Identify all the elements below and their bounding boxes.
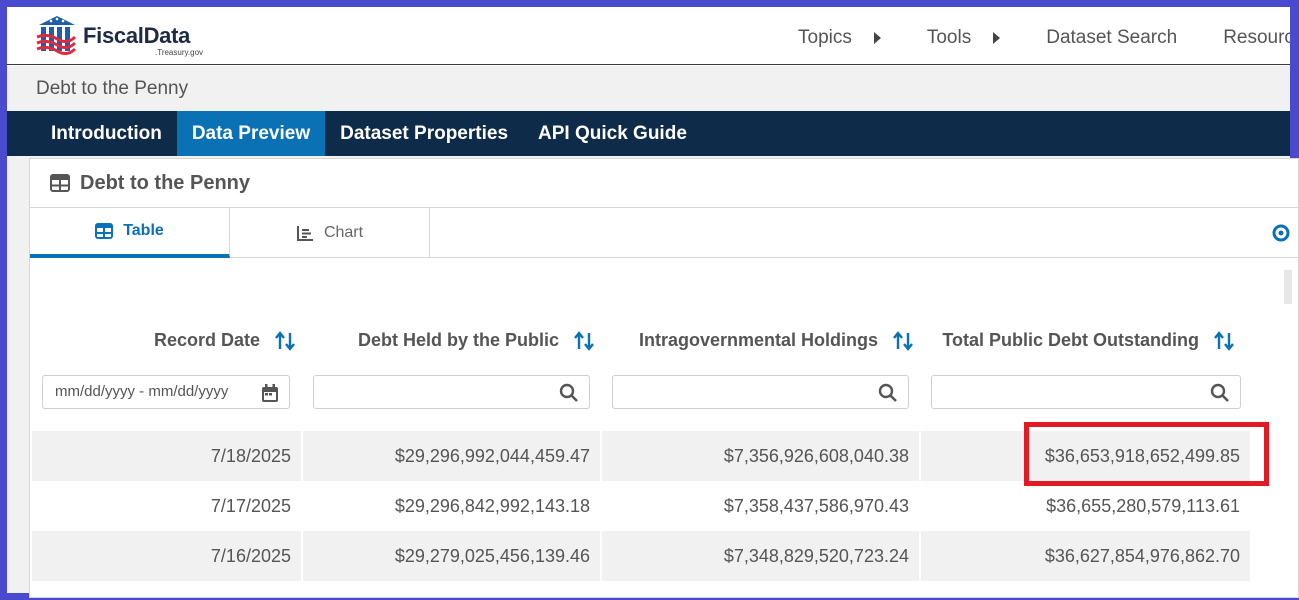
highlight-box	[1024, 422, 1269, 486]
cell-record-date: 7/17/2025	[32, 481, 302, 531]
cell-total-public-debt: $36,655,280,579,113.61	[921, 481, 1251, 531]
nav-resources-label: Resources	[1223, 27, 1290, 48]
tab-chart-label: Chart	[323, 224, 364, 241]
tab-introduction[interactable]: Introduction	[51, 123, 162, 144]
fiscaldata-logo[interactable]: FiscalData .Treasury.gov	[35, 13, 205, 59]
table-row[interactable]: 7/17/2025 $29,296,842,992,143.18 $7,358,…	[32, 481, 1252, 531]
data-preview-card: Debt to the Penny Table Chart	[29, 158, 1299, 598]
caret-right-icon	[873, 32, 881, 44]
nav-tools-label: Tools	[926, 27, 972, 48]
cell-debt-held-public: $29,296,992,044,459.47	[303, 431, 601, 481]
site-header: FiscalData .Treasury.gov Topics Tools Da…	[7, 7, 1290, 65]
tab-dataset-properties[interactable]: Dataset Properties	[340, 123, 509, 144]
date-range-filter[interactable]: mm/dd/yyyy - mm/dd/yyyy	[42, 375, 290, 409]
column-header-label: Total Public Debt Outstanding	[942, 330, 1199, 350]
view-toggle: Table Chart	[30, 208, 1298, 258]
column-header-label: Record Date	[153, 330, 260, 350]
table-header: Record Date mm/dd/yyyy - mm/dd/yyyy	[32, 315, 1252, 431]
table-row[interactable]: 7/18/2025 $29,296,992,044,459.47 $7,356,…	[32, 431, 1252, 481]
column-header[interactable]: Total Public Debt Outstanding	[942, 330, 1235, 351]
tab-api-quick-guide[interactable]: API Quick Guide	[538, 123, 687, 144]
flag-building-icon	[36, 16, 77, 56]
cell-intragovernmental: $7,358,437,586,970.43	[602, 481, 920, 531]
column-header[interactable]: Debt Held by the Public	[358, 330, 595, 351]
nav-topics[interactable]: Topics	[798, 27, 927, 49]
tab-chart-view[interactable]: Chart	[230, 208, 430, 258]
search-input[interactable]	[313, 375, 590, 409]
top-navigation: Topics Tools Dataset Search Resources	[798, 27, 1290, 49]
table-row[interactable]: 7/16/2025 $29,279,025,456,139.46 $7,348,…	[32, 531, 1252, 581]
caret-right-icon	[993, 32, 1001, 44]
chart-icon	[296, 226, 313, 241]
search-icon	[1210, 383, 1229, 402]
cell-record-date: 7/16/2025	[32, 531, 302, 581]
panel-toggle-handle[interactable]	[1284, 270, 1292, 304]
column-header-label: Debt Held by the Public	[357, 330, 559, 350]
nav-dataset-search[interactable]: Dataset Search	[1046, 27, 1177, 49]
tab-table-label: Table	[123, 222, 164, 239]
breadcrumb: Debt to the Penny	[7, 66, 1290, 111]
logo-wordmark: FiscalData	[83, 23, 191, 48]
cell-record-date: 7/18/2025	[32, 431, 302, 481]
tab-table-view[interactable]: Table	[30, 208, 230, 258]
settings-gear-icon[interactable]	[1270, 222, 1292, 244]
sort-icon[interactable]	[274, 330, 296, 351]
cell-total-public-debt: $36,653,918,652,499.85	[921, 431, 1251, 481]
dataset-nav: Introduction Data Preview Dataset Proper…	[7, 111, 1290, 156]
table-icon	[95, 223, 114, 239]
table-icon	[50, 174, 70, 192]
sort-icon[interactable]	[892, 330, 914, 351]
calendar-icon[interactable]	[261, 383, 279, 403]
nav-tools[interactable]: Tools	[927, 27, 1046, 49]
column-header[interactable]: Record Date	[154, 330, 296, 351]
cell-intragovernmental: $7,356,926,608,040.38	[602, 431, 920, 481]
cell-intragovernmental: $7,348,829,520,723.24	[602, 531, 920, 581]
column-header-label: Intragovernmental Holdings	[638, 330, 878, 350]
cell-total-public-debt: $36,627,854,976,862.70	[921, 531, 1251, 581]
logo-subtext: .Treasury.gov	[155, 48, 204, 57]
card-title: Debt to the Penny	[80, 172, 251, 194]
date-range-placeholder: mm/dd/yyyy - mm/dd/yyyy	[55, 383, 229, 400]
breadcrumb-current: Debt to the Penny	[36, 78, 189, 99]
search-input[interactable]	[612, 375, 909, 409]
nav-dataset-search-label: Dataset Search	[1046, 27, 1178, 48]
search-icon	[559, 383, 578, 402]
sort-icon[interactable]	[573, 330, 595, 351]
search-icon	[878, 383, 897, 402]
nav-topics-label: Topics	[798, 27, 852, 48]
card-header: Debt to the Penny	[30, 159, 1298, 208]
cell-debt-held-public: $29,296,842,992,143.18	[303, 481, 601, 531]
column-header[interactable]: Intragovernmental Holdings	[639, 330, 914, 351]
search-input[interactable]	[931, 375, 1241, 409]
cell-debt-held-public: $29,279,025,456,139.46	[303, 531, 601, 581]
tab-data-preview[interactable]: Data Preview	[176, 111, 326, 156]
nav-resources[interactable]: Resources	[1223, 27, 1290, 49]
sort-icon[interactable]	[1213, 330, 1235, 351]
